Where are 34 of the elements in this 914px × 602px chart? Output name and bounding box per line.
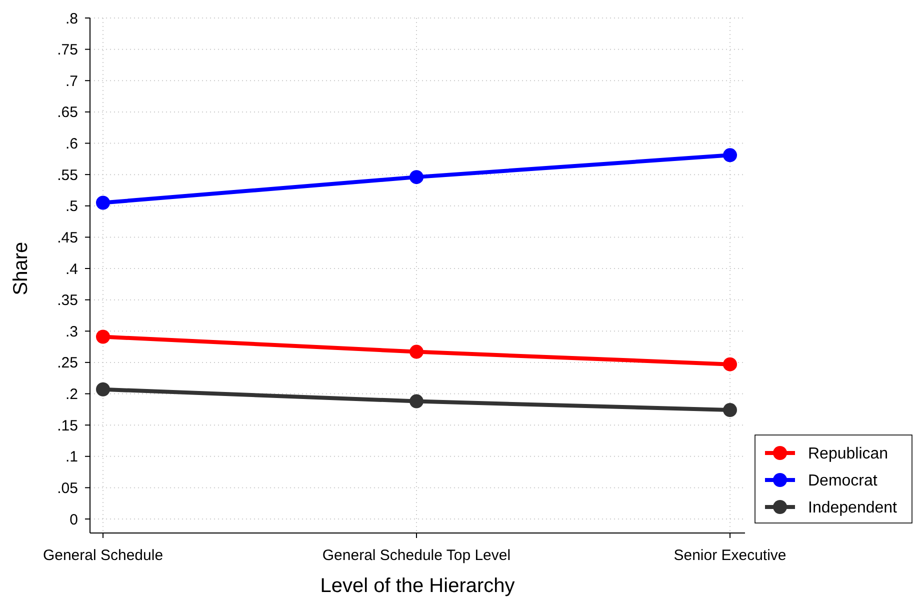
x-tick-label: General Schedule xyxy=(42,547,164,564)
y-tick-label: .3 xyxy=(65,323,78,340)
y-tick-label: .1 xyxy=(65,448,78,466)
y-tick-label: .8 xyxy=(65,10,78,28)
y-tick-label: .35 xyxy=(57,292,78,310)
y-axis-title: Share xyxy=(10,242,32,296)
x-axis-title: Level of the Hierarchy xyxy=(320,575,515,597)
legend-label: Democrat xyxy=(808,472,878,490)
x-tick-label: General Schedule Top Level xyxy=(322,547,511,564)
legend-label: Republican xyxy=(808,446,888,463)
point xyxy=(96,196,110,210)
y-tick-label: .7 xyxy=(65,72,78,90)
point xyxy=(410,344,424,359)
point xyxy=(723,403,737,418)
y-tick-label: .4 xyxy=(65,260,78,278)
y-tick-label: .2 xyxy=(65,386,78,403)
y-tick-label: .75 xyxy=(57,42,78,59)
point xyxy=(410,170,424,184)
point xyxy=(723,148,737,162)
legend-label: Independent xyxy=(808,500,898,517)
y-tick-label: .15 xyxy=(57,417,78,434)
point xyxy=(410,394,424,408)
y-tick-label: .45 xyxy=(57,229,78,246)
x-tick-label: Senior Executive xyxy=(674,547,786,564)
y-tick-label: .5 xyxy=(65,198,78,216)
point xyxy=(96,330,110,344)
point xyxy=(96,382,110,396)
y-tick-label: .55 xyxy=(57,166,78,184)
y-tick-label: .05 xyxy=(57,480,78,497)
y-tick-label: .6 xyxy=(65,136,78,152)
y-tick-label: .25 xyxy=(57,354,78,372)
point xyxy=(723,357,737,372)
y-tick-label: 0 xyxy=(70,511,78,528)
y-tick-label: .65 xyxy=(57,104,78,122)
